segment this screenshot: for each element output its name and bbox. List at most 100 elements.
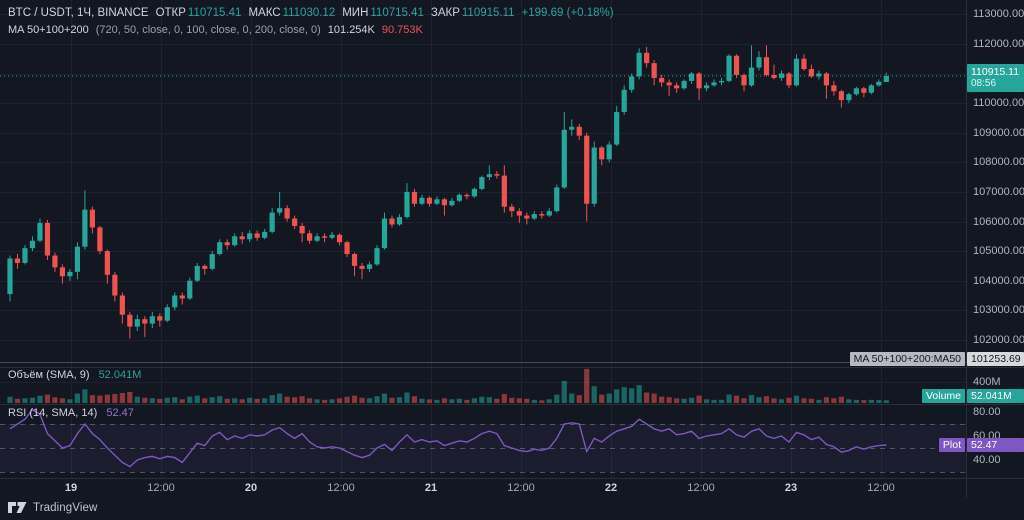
candle	[733, 55, 740, 75]
volume-bar	[74, 393, 81, 403]
volume-bar	[651, 393, 657, 403]
rsi-pane-legend[interactable]: RSI (14, SMA, 14) 52.47	[8, 407, 134, 419]
volume-bar	[239, 399, 245, 403]
candle	[464, 194, 470, 197]
price-tick-label: 106000.00	[973, 215, 1024, 228]
volume-bar	[381, 393, 388, 403]
volume-bar	[419, 398, 425, 403]
volume-bar	[674, 398, 680, 403]
candle	[142, 319, 148, 324]
symbol-legend-row[interactable]: BTC / USDT, 1Ч, BINANCE ОТКР 110715.41 МА…	[8, 6, 614, 21]
volume-bar	[576, 395, 582, 403]
volume-bar	[599, 394, 605, 403]
candle	[703, 85, 710, 89]
volume-bar	[374, 396, 380, 403]
volume-bar	[464, 399, 470, 403]
candle	[344, 242, 350, 255]
volume-bar	[232, 398, 238, 403]
volume-bar	[456, 398, 462, 403]
volume-pane-legend[interactable]: Объём (SMA, 9) 52.041M	[8, 369, 141, 381]
candle	[381, 218, 388, 249]
volume-bar	[831, 398, 837, 403]
price-tick-label: 102000.00	[973, 333, 1024, 346]
price-scale[interactable]: 113000.00112000.00111000.00110000.001090…	[967, 0, 1024, 478]
volume-bar	[659, 396, 665, 403]
candle	[756, 57, 762, 68]
ma-legend-row[interactable]: MA 50+100+200 (720, 50, close, 0, 100, c…	[8, 23, 614, 38]
candle	[374, 248, 380, 265]
candle	[134, 319, 140, 327]
time-tick-label: 23	[784, 482, 798, 494]
volume-bar	[224, 398, 230, 403]
candle	[883, 76, 889, 82]
candle	[277, 208, 283, 213]
candle	[531, 214, 537, 219]
candle	[539, 214, 545, 216]
symbol-title: BTC / USDT, 1Ч, BINANCE	[8, 7, 149, 19]
candle	[861, 88, 867, 93]
volume-bar	[142, 397, 148, 403]
volume-bar	[801, 398, 807, 403]
volume-bar	[149, 398, 155, 403]
volume-bar	[321, 399, 328, 403]
candle	[853, 88, 859, 95]
volume-bar	[479, 396, 485, 403]
time-tick-label: 12:00	[147, 482, 175, 494]
candle	[82, 209, 88, 247]
volume-bar	[823, 397, 830, 403]
candle	[247, 233, 253, 240]
volume-bar	[14, 398, 21, 403]
price-tick-label: 112000.00	[973, 37, 1024, 50]
volume-bar	[569, 393, 575, 403]
volume-bar	[307, 398, 313, 403]
candle	[808, 69, 815, 77]
volume-bar	[501, 394, 507, 403]
candle	[336, 234, 343, 243]
volume-bar	[741, 398, 747, 403]
candle	[396, 217, 403, 225]
candle	[456, 194, 462, 201]
volume-bar	[561, 380, 567, 403]
volume-bar	[494, 398, 500, 403]
volume-bar	[396, 397, 403, 403]
volume-bar	[209, 397, 215, 403]
ma-indicator-name: MA 50+100+200	[8, 24, 89, 36]
volume-bar	[883, 400, 889, 403]
price-tick-label: 103000.00	[973, 304, 1024, 317]
volume-bar	[389, 397, 395, 403]
volume-bar	[366, 398, 373, 403]
time-scale[interactable]: 19 12:00 20 12:00 21 12:00 22 12:00 23 12:00	[0, 478, 966, 498]
candle	[546, 211, 552, 216]
volume-axis-tag: Volume	[921, 389, 965, 403]
candle	[801, 58, 807, 70]
time-tick-label: 21	[424, 482, 438, 494]
volume-bar	[756, 397, 762, 403]
tradingview-attribution[interactable]: TradingView	[8, 501, 97, 514]
tradingview-logo-icon	[8, 502, 27, 513]
time-tick-label: 12:00	[507, 482, 535, 494]
volume-bar	[172, 397, 178, 403]
candle	[741, 74, 747, 86]
ma50-value: 101.254K	[327, 24, 375, 36]
rsi-indicator-title: RSI (14, SMA, 14)	[8, 407, 98, 419]
volume-bar	[696, 395, 702, 403]
volume-bar	[314, 399, 320, 403]
volume-bar	[471, 398, 477, 403]
volume-bar	[591, 386, 597, 403]
volume-bar	[606, 393, 612, 403]
volume-bar	[262, 398, 268, 403]
candle	[651, 63, 657, 78]
volume-bar	[644, 392, 650, 403]
rsi-axis-value: 52.47	[967, 438, 1024, 452]
candle	[771, 74, 777, 78]
candle	[67, 271, 73, 277]
price-tick-label: 108000.00	[973, 156, 1024, 169]
volume-bar	[97, 395, 103, 403]
candle	[262, 231, 268, 238]
candle	[52, 255, 58, 268]
volume-bar	[516, 398, 522, 403]
candle	[254, 233, 260, 238]
candle	[778, 73, 785, 78]
price-tick-label: 105000.00	[973, 245, 1024, 258]
